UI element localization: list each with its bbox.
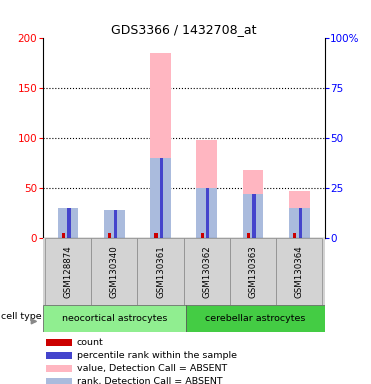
Bar <box>104 213 125 238</box>
Bar <box>184 238 230 305</box>
Bar <box>46 378 72 384</box>
Bar <box>252 194 256 238</box>
Text: percentile rank within the sample: percentile rank within the sample <box>77 351 237 360</box>
Bar <box>45 238 91 305</box>
Text: cell type: cell type <box>1 311 42 321</box>
Bar <box>150 53 171 238</box>
Bar <box>114 210 117 238</box>
Bar <box>62 233 65 238</box>
Bar <box>196 188 217 238</box>
Text: GSM130362: GSM130362 <box>202 245 211 298</box>
Bar <box>186 305 325 332</box>
Bar <box>46 365 72 372</box>
Bar <box>243 170 263 238</box>
Text: count: count <box>77 338 104 347</box>
Bar <box>154 233 158 238</box>
Bar <box>58 216 79 238</box>
Text: cerebellar astrocytes: cerebellar astrocytes <box>205 314 305 323</box>
Bar <box>243 194 263 238</box>
Bar <box>289 191 310 238</box>
Bar <box>104 210 125 238</box>
Bar <box>58 208 79 238</box>
Bar <box>206 188 209 238</box>
Text: GSM130340: GSM130340 <box>110 245 119 298</box>
Bar <box>276 238 322 305</box>
Text: GSM130363: GSM130363 <box>249 245 257 298</box>
Bar <box>230 238 276 305</box>
Bar <box>68 208 70 238</box>
Text: GSM128874: GSM128874 <box>63 245 73 298</box>
Bar <box>150 158 171 238</box>
Bar <box>299 208 302 238</box>
Text: GSM130364: GSM130364 <box>295 245 304 298</box>
Bar <box>46 339 72 346</box>
Bar <box>137 238 184 305</box>
Text: neocortical astrocytes: neocortical astrocytes <box>62 314 167 323</box>
Bar <box>247 233 250 238</box>
Bar <box>289 208 310 238</box>
Bar <box>196 140 217 238</box>
Bar <box>46 352 72 359</box>
Bar <box>108 233 111 238</box>
Text: value, Detection Call = ABSENT: value, Detection Call = ABSENT <box>77 364 227 373</box>
Bar <box>91 238 137 305</box>
Bar <box>293 233 296 238</box>
Bar <box>200 233 204 238</box>
Title: GDS3366 / 1432708_at: GDS3366 / 1432708_at <box>111 23 256 36</box>
Bar <box>43 305 186 332</box>
Bar <box>160 158 163 238</box>
Text: GSM130361: GSM130361 <box>156 245 165 298</box>
Text: rank, Detection Call = ABSENT: rank, Detection Call = ABSENT <box>77 377 222 384</box>
